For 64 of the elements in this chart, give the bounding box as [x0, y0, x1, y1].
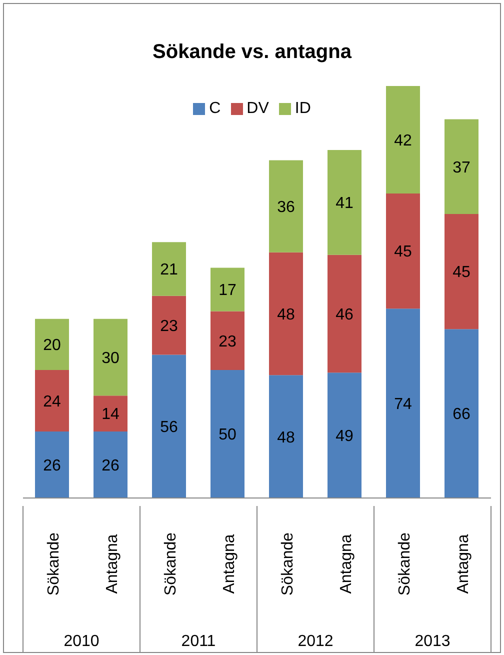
- bar: [94, 318, 128, 396]
- data-label: 37: [452, 159, 470, 176]
- bar: [386, 86, 420, 194]
- legend-label: DV: [246, 100, 269, 117]
- bar: [328, 254, 362, 373]
- bar: [152, 242, 186, 296]
- text: 2010: [64, 633, 100, 650]
- x-tick-label: Antagna: [220, 534, 238, 594]
- data-label: 26: [43, 457, 61, 474]
- data-label: 20: [43, 337, 61, 354]
- data-label: 50: [218, 426, 236, 444]
- text: 2011: [181, 633, 216, 650]
- bar: [94, 396, 128, 432]
- x-tick-label: Antagna: [454, 534, 472, 594]
- data-label: 26: [102, 457, 120, 474]
- data-label: 30: [102, 350, 120, 367]
- data-label: 21: [160, 262, 178, 279]
- data-label: 45: [452, 264, 470, 282]
- bar: [444, 214, 478, 330]
- data-label: 42: [394, 132, 412, 150]
- bar: [35, 431, 69, 498]
- bar: [328, 150, 362, 255]
- data-label: 48: [277, 306, 295, 324]
- chart-title: Sökande vs. antagna: [152, 41, 353, 64]
- data-label: 49: [336, 428, 354, 445]
- bar: [35, 370, 69, 432]
- text: 2012: [298, 633, 334, 650]
- bar: [210, 311, 244, 370]
- bar: [269, 160, 303, 252]
- x-tick-label: Sökande: [279, 532, 296, 596]
- legend-label: ID: [294, 100, 311, 117]
- legend-label: C: [209, 100, 221, 117]
- bar: [152, 296, 186, 355]
- data-label: 48: [277, 429, 295, 446]
- bar: [210, 370, 244, 498]
- x-tick-label: Antagna: [338, 534, 355, 594]
- bar: [35, 318, 69, 370]
- bar: [386, 308, 420, 498]
- bar: [269, 252, 303, 376]
- x-tick-label: Sökande: [45, 532, 62, 596]
- data-label: 45: [394, 244, 412, 261]
- data-label: 24: [43, 393, 61, 410]
- data-label: 41: [336, 195, 354, 212]
- data-label: 23: [218, 333, 236, 350]
- bar: [210, 268, 244, 312]
- x-tick-label: Sökande: [396, 532, 414, 596]
- data-label: 36: [277, 198, 295, 216]
- x-tick-label: Sökande: [162, 532, 180, 596]
- bar: [152, 354, 186, 498]
- bar: [328, 372, 362, 498]
- bar: [386, 193, 420, 309]
- data-label: 74: [394, 396, 412, 413]
- data-label: 17: [218, 282, 236, 300]
- text: 2013: [414, 633, 450, 650]
- bar: [94, 431, 128, 498]
- data-label: 46: [336, 306, 354, 324]
- data-label: 56: [160, 419, 178, 436]
- x-tick-label: Antagna: [104, 534, 121, 594]
- bar: [269, 375, 303, 498]
- bar: [444, 329, 478, 498]
- data-label: 14: [102, 406, 120, 424]
- data-label: 66: [452, 406, 470, 424]
- data-label: 23: [160, 318, 178, 335]
- bar: [444, 119, 478, 214]
